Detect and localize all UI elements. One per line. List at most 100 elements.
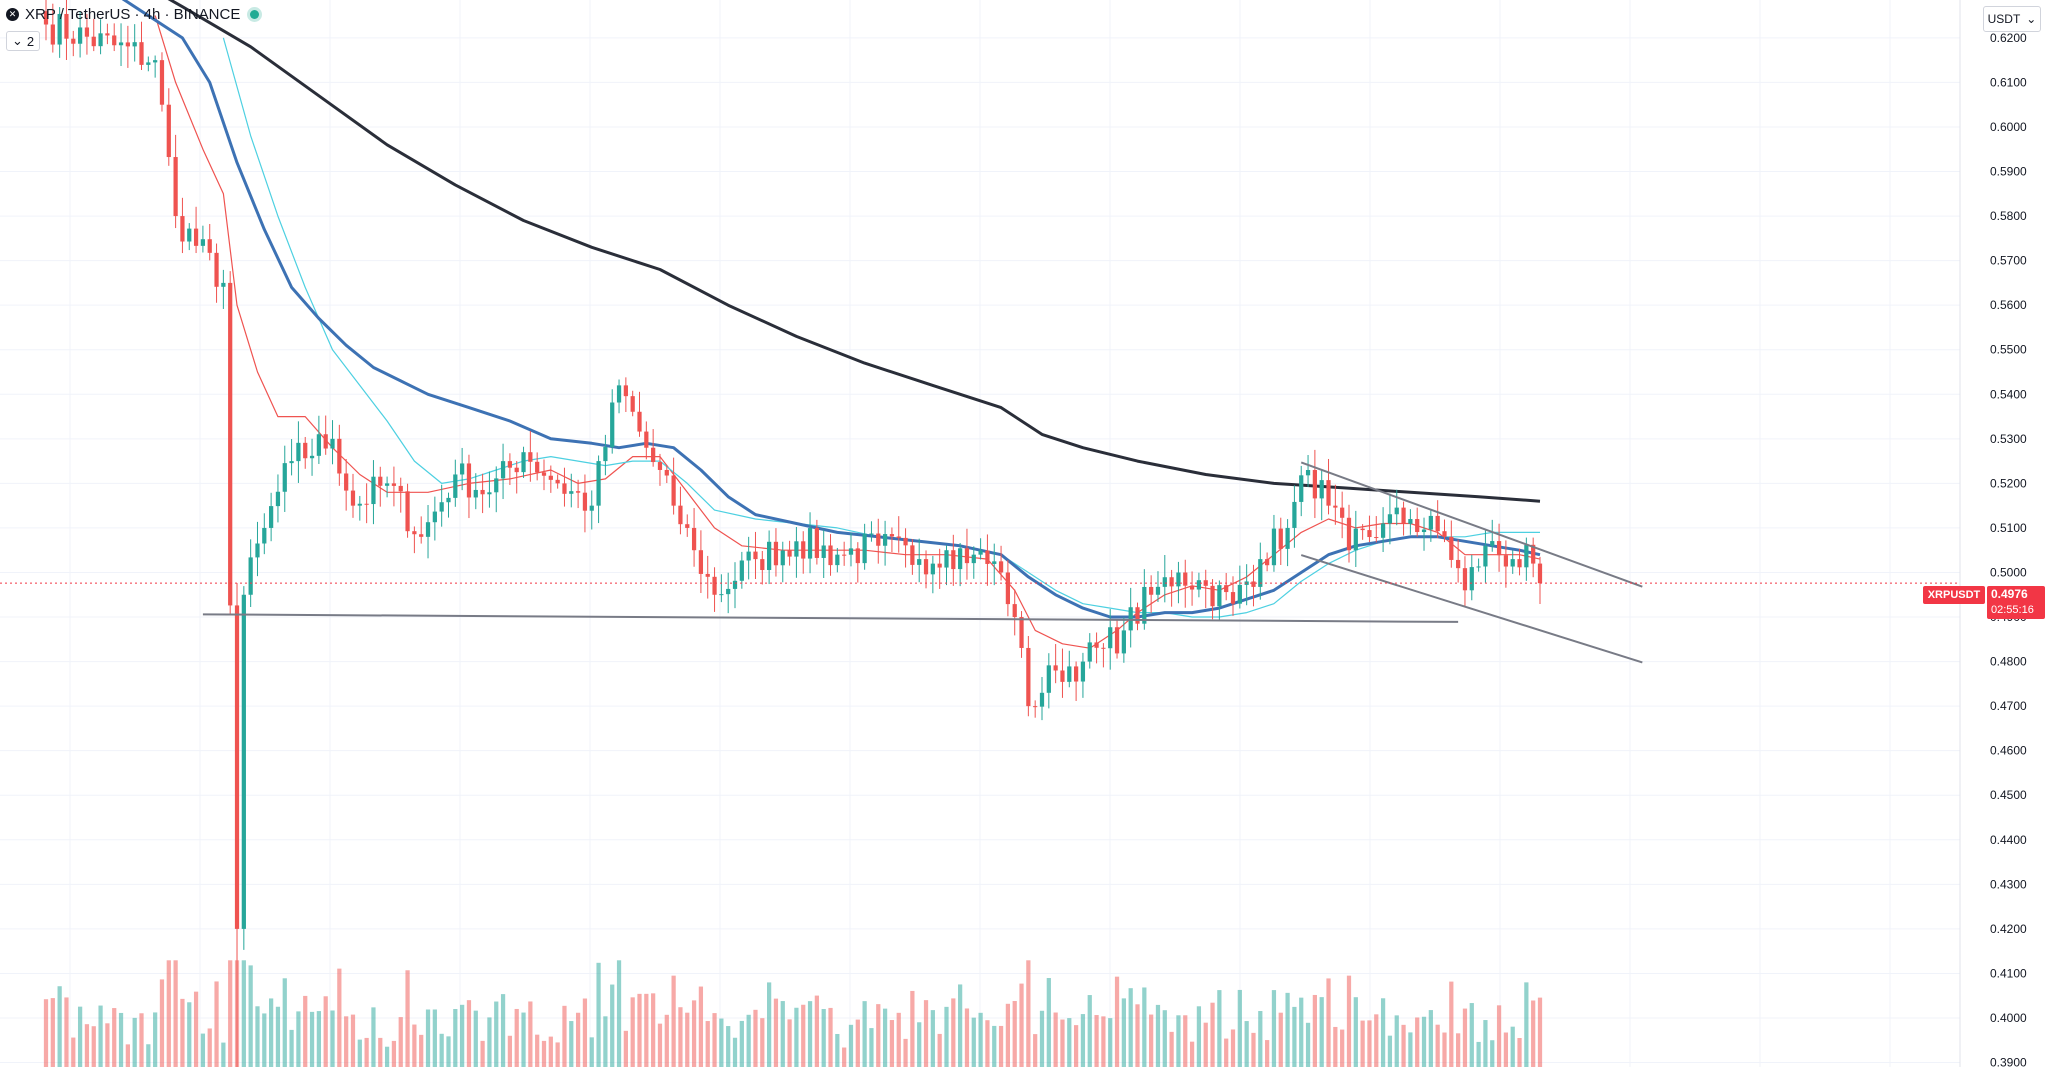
candle-body: [1162, 577, 1167, 587]
trendline: [202, 613, 1459, 623]
volume-bar: [43, 999, 49, 1067]
trendlines[interactable]: [202, 461, 1643, 664]
currency-select[interactable]: USDT ⌄: [1983, 6, 2041, 32]
volume-bar: [971, 1017, 976, 1067]
candle-body: [746, 551, 751, 561]
volume-bar: [1353, 997, 1358, 1067]
volume-bar: [1346, 975, 1352, 1067]
volume-bar: [671, 975, 676, 1067]
trendline: [1300, 461, 1643, 588]
volume-bar: [473, 1010, 478, 1067]
price-axis[interactable]: 0.6200 0.6100 0.6000 0.5900 0.5800 0.5700 0.56…: [1990, 31, 2027, 1067]
volume-bar: [814, 995, 819, 1067]
volume-bar: [200, 1033, 206, 1067]
candle-body: [337, 438, 342, 474]
volume-bar: [84, 1024, 90, 1067]
volume-bars: [43, 960, 1543, 1067]
symbol-title[interactable]: XRP / TetherUS · 4h · BINANCE: [25, 6, 241, 23]
candle-body: [419, 534, 424, 537]
candle-body: [391, 483, 397, 486]
volume-bar: [589, 1037, 594, 1067]
candle-body: [1449, 536, 1454, 560]
candle-body: [323, 434, 328, 449]
volume-bar: [316, 1011, 321, 1067]
volume-bar: [794, 1007, 799, 1067]
volume-bar: [1067, 1018, 1072, 1067]
volume-bar: [842, 1047, 847, 1067]
candle-body: [221, 282, 226, 287]
candle-body: [685, 524, 690, 528]
candle-body: [1299, 475, 1304, 502]
candle-body: [180, 216, 185, 242]
candle-body: [1053, 665, 1058, 671]
candle-body: [77, 27, 83, 44]
volume-bar: [1039, 1010, 1045, 1067]
price-tick-label: 0.4200: [1990, 922, 2027, 936]
candle-body: [269, 506, 274, 528]
candle-body: [1108, 627, 1113, 649]
candle-body: [364, 503, 369, 505]
candle-body: [1421, 529, 1427, 533]
volume-bar: [1176, 1015, 1181, 1067]
volume-bar: [1326, 978, 1331, 1067]
volume-bar: [739, 1020, 744, 1067]
candle-body: [801, 541, 806, 559]
volume-bar: [1333, 1026, 1338, 1067]
volume-bar: [398, 1017, 403, 1067]
symbol-price-badge: XRPUSDT: [1923, 586, 1985, 604]
volume-bar: [930, 1010, 935, 1067]
candle-body: [514, 467, 519, 473]
candle-body: [582, 492, 588, 511]
price-tick-label: 0.4800: [1990, 655, 2027, 669]
volume-bar: [958, 984, 963, 1067]
candle-body: [187, 228, 192, 242]
volume-bar: [1087, 995, 1092, 1067]
volume-bar: [1012, 1001, 1017, 1067]
volume-bar: [1380, 998, 1386, 1067]
volume-bar: [91, 1026, 96, 1067]
candle-body: [971, 554, 976, 564]
candle-body: [767, 541, 772, 571]
volume-bar: [575, 1012, 581, 1067]
candle-body: [896, 536, 901, 538]
price-tick-label: 0.5600: [1990, 298, 2027, 312]
volume-bar: [1080, 1014, 1086, 1067]
volume-bar: [323, 996, 328, 1067]
volume-bar: [616, 960, 622, 1067]
volume-bar: [964, 1008, 970, 1067]
volume-bar: [1456, 1033, 1461, 1067]
volume-bar: [1531, 1000, 1536, 1067]
candle-body: [644, 431, 649, 448]
volume-bar: [262, 1013, 267, 1067]
volume-bar: [835, 1033, 840, 1067]
volume-bar: [917, 1022, 922, 1067]
moving-average-line: [121, 0, 1541, 619]
volume-bar: [1094, 1015, 1099, 1067]
candle-body: [1230, 592, 1236, 604]
volume-bar: [303, 995, 308, 1067]
candle-body: [282, 463, 287, 492]
volume-bar: [228, 960, 233, 1067]
candle-body: [712, 576, 717, 595]
volume-bar: [1060, 1019, 1065, 1067]
candle-body: [876, 533, 881, 546]
candle-body: [535, 461, 540, 473]
candle-body: [1469, 567, 1474, 591]
indicators-toggle-button[interactable]: ⌄ 2: [6, 31, 41, 51]
price-tick-label: 0.5400: [1990, 387, 2027, 401]
volume-bar: [1435, 1024, 1440, 1067]
candle-body: [521, 452, 526, 473]
volume-bar: [1162, 1010, 1167, 1067]
volume-bar: [98, 1005, 103, 1067]
candle-body: [1340, 507, 1345, 518]
candle-body: [1189, 585, 1195, 590]
volume-bar: [555, 1042, 560, 1067]
price-tick-label: 0.5200: [1990, 476, 2027, 490]
volume-bar: [801, 1004, 806, 1067]
chart-legend: ✕ XRP / TetherUS · 4h · BINANCE: [6, 6, 260, 23]
volume-bar: [289, 1029, 294, 1067]
volume-bar: [425, 1009, 431, 1067]
volume-bar: [146, 1044, 151, 1067]
candle-body: [234, 605, 240, 929]
